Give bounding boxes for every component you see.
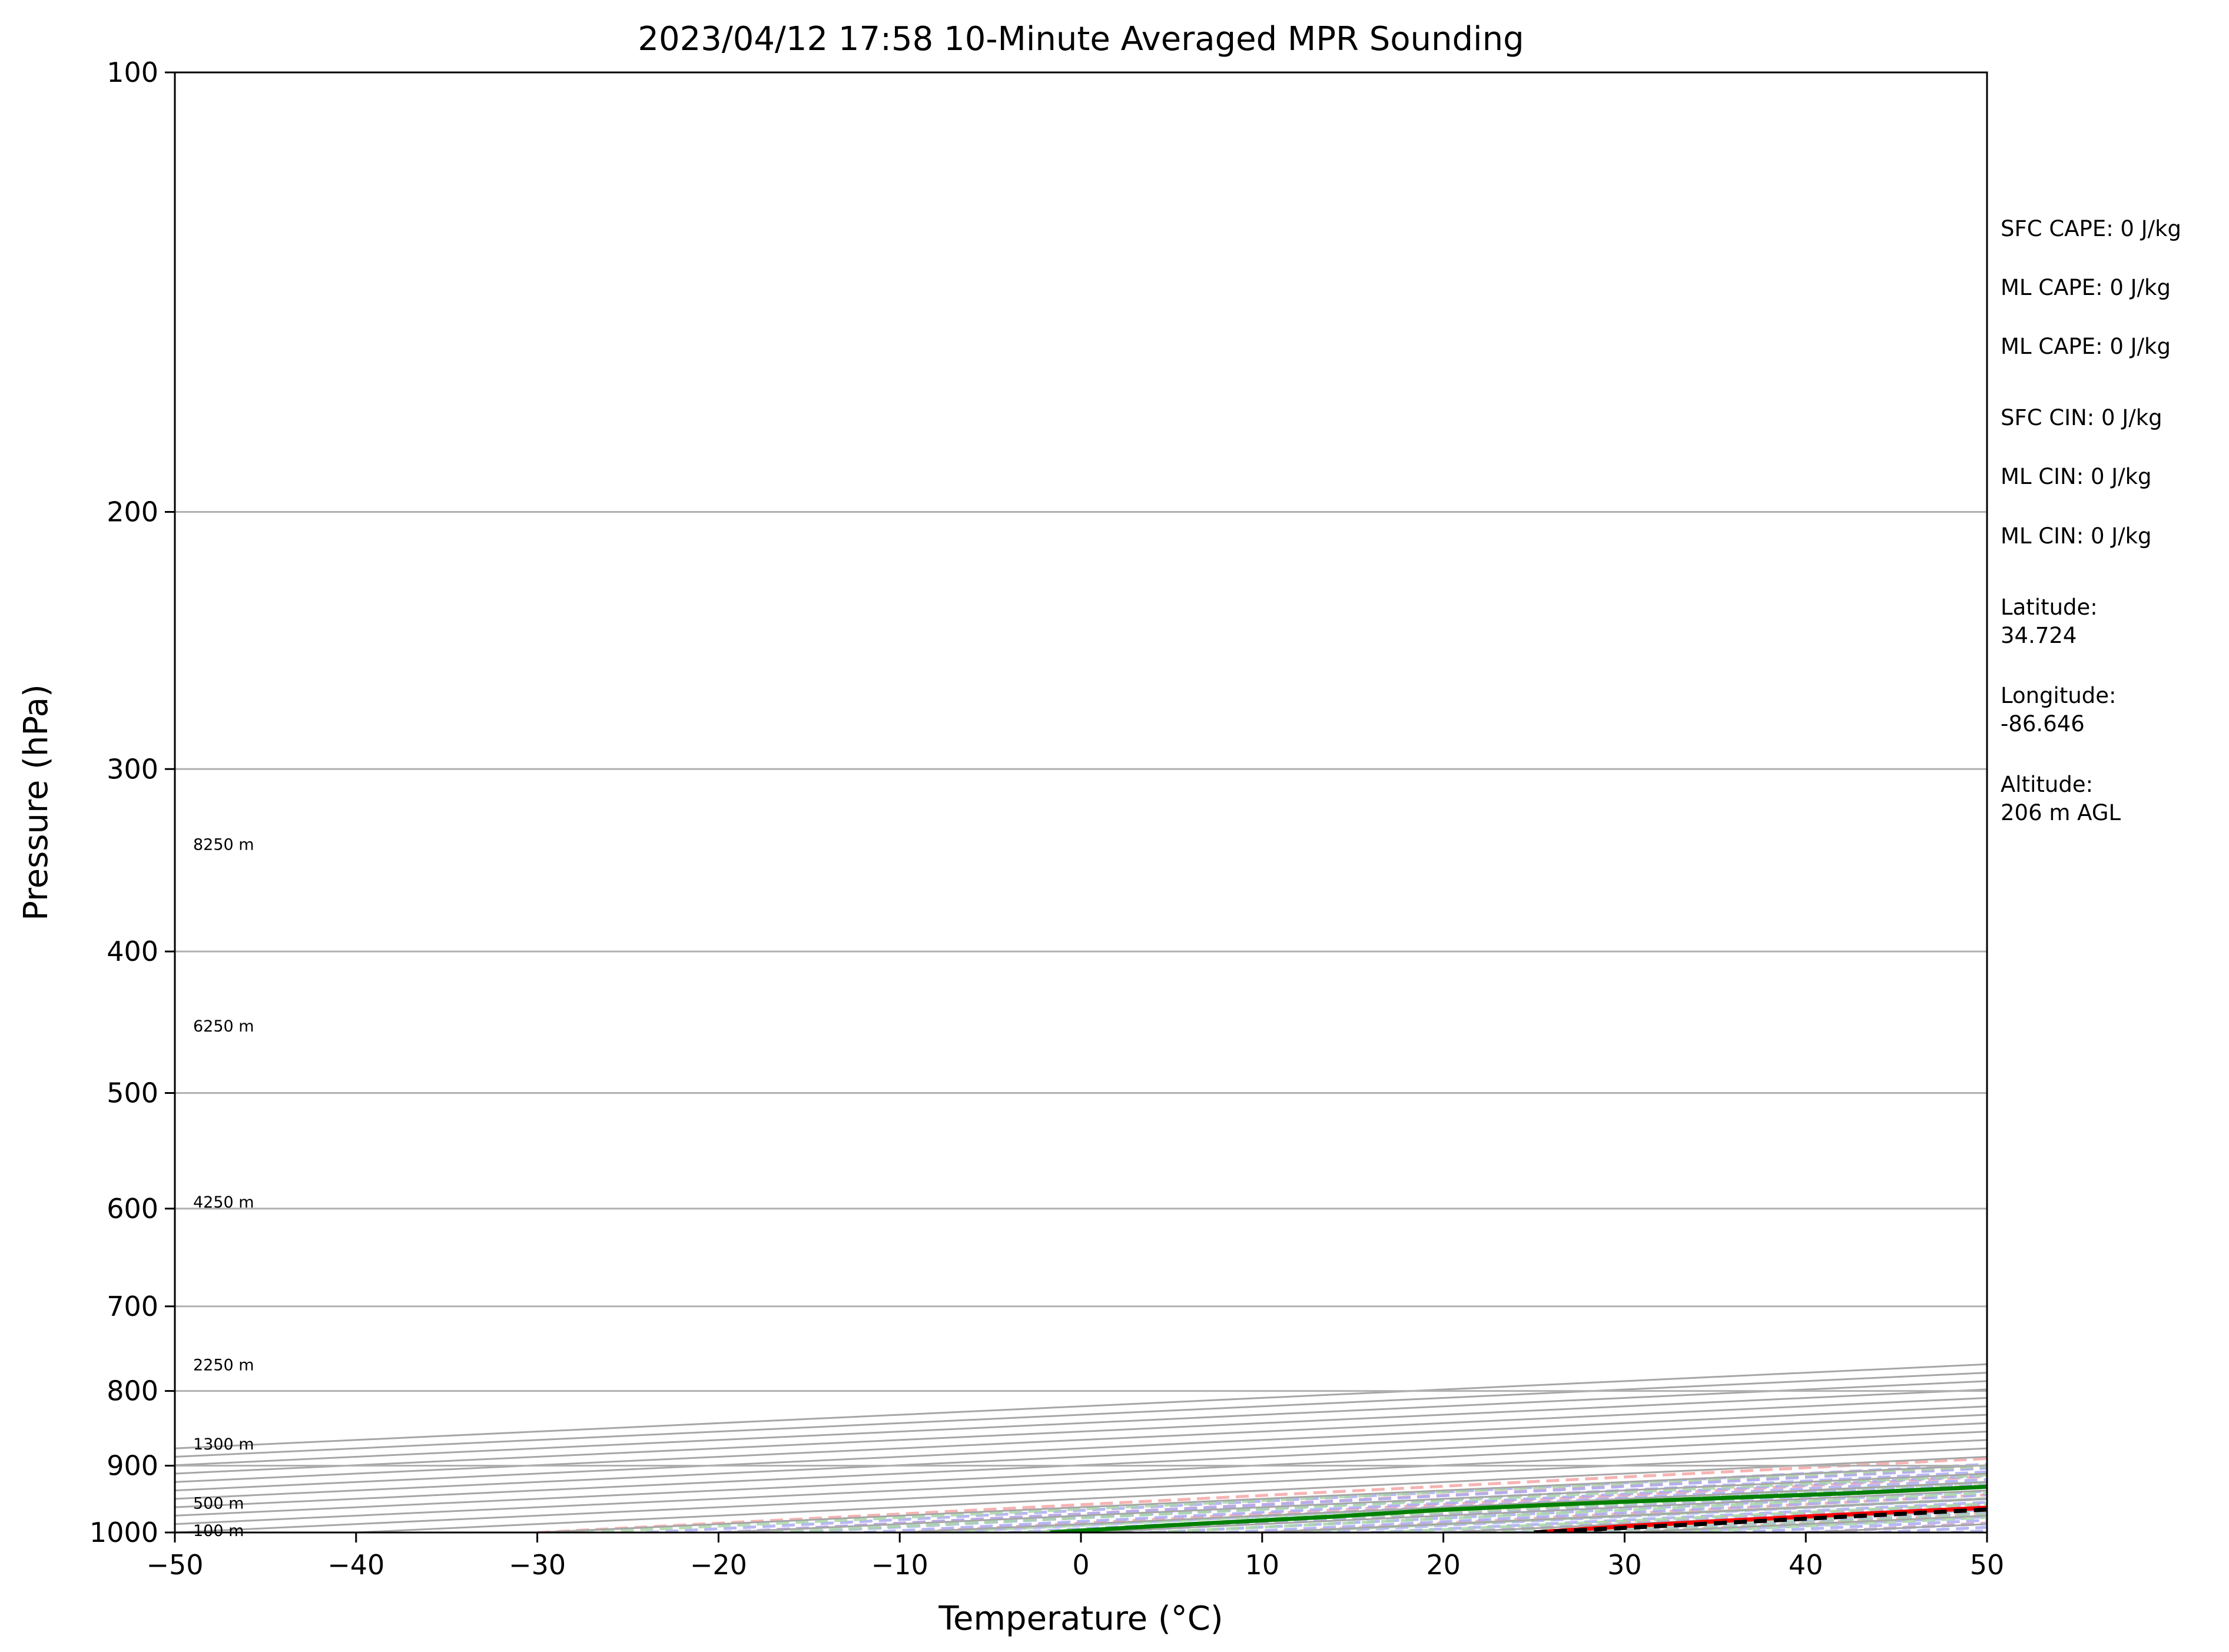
y-tick-label: 700 [107,1291,158,1322]
height-label: 2250 m [193,1356,254,1375]
y-tick-label: 400 [107,936,158,967]
x-tick-label: −10 [871,1549,928,1581]
y-tick-label: 800 [107,1375,158,1407]
annotation-line: ML CIN: 0 J/kg [2001,523,2152,549]
y-tick-label: 300 [107,753,158,785]
y-axis-label: Pressure (hPa) [17,684,55,921]
mixing-ratio-line [582,1465,1987,1532]
x-tick-label: 40 [1789,1549,1823,1581]
x-tick-label: −20 [690,1549,747,1581]
background-lines [175,1363,1987,1532]
annotation-line: ML CAPE: 0 J/kg [2001,275,2171,300]
y-tick-label: 1000 [89,1517,158,1548]
x-tick-label: −40 [327,1549,384,1581]
x-axis-label: Temperature (°C) [938,1600,1223,1638]
x-tick-label: 0 [1072,1549,1089,1581]
height-label: 4250 m [193,1193,254,1212]
chart-title: 2023/04/12 17:58 10-Minute Averaged MPR … [638,20,1524,58]
height-label: 8250 m [193,836,254,854]
y-tick-label: 200 [107,496,158,528]
height-label: 1300 m [193,1435,254,1454]
annotation-block: Longitude: -86.646 [2001,683,2117,737]
x-tick-label: 30 [1607,1549,1642,1581]
x-axis: −50 −40 −30 −20 −10 0 10 20 30 40 50 [146,1532,2004,1581]
x-tick-label: 10 [1245,1549,1280,1581]
annotation-line: SFC CAPE: 0 J/kg [2001,216,2181,241]
height-label: 6250 m [193,1017,254,1036]
x-tick-label: 50 [1970,1549,2005,1581]
y-axis: 100 200 300 400 500 600 700 800 900 1000 [89,57,175,1548]
y-tick-label: 900 [107,1450,158,1482]
height-label: 100 m [193,1522,244,1540]
x-tick-label: 20 [1426,1549,1461,1581]
annotation-block: Altitude: 206 m AGL [2001,772,2121,825]
annotation-block: Latitude: 34.724 [2001,595,2098,648]
annotation-line: SFC CIN: 0 J/kg [2001,405,2162,430]
x-tick-label: −30 [509,1549,566,1581]
side-annotations: SFC CAPE: 0 J/kg ML CAPE: 0 J/kg ML CAPE: … [2001,216,2181,825]
annotation-line: ML CIN: 0 J/kg [2001,464,2152,489]
y-tick-label: 500 [107,1077,158,1109]
annotation-line: ML CAPE: 0 J/kg [2001,334,2171,359]
height-labels: 8250 m 6250 m 4250 m 2250 m 1300 m 500 m 100 m [193,836,254,1540]
x-tick-label: −50 [146,1549,203,1581]
y-tick-label: 100 [107,57,158,88]
y-tick-label: 600 [107,1193,158,1225]
height-label: 500 m [193,1494,244,1512]
